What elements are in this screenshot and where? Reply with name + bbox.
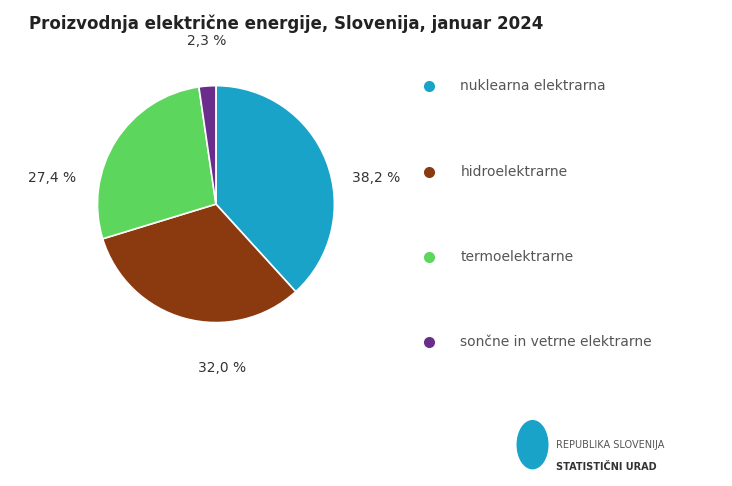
Text: 32,0 %: 32,0 % (198, 361, 246, 375)
Text: 38,2 %: 38,2 % (352, 171, 400, 185)
Wedge shape (102, 204, 296, 323)
Wedge shape (97, 87, 216, 239)
Text: termoelektrarne: termoelektrarne (460, 250, 573, 264)
Text: 27,4 %: 27,4 % (29, 171, 77, 185)
Text: STATISTIČNI URAD: STATISTIČNI URAD (556, 462, 657, 471)
Circle shape (518, 421, 548, 469)
Text: Proizvodnja električne energije, Slovenija, januar 2024: Proizvodnja električne energije, Sloveni… (29, 15, 544, 33)
Text: sončne in vetrne elektrarne: sončne in vetrne elektrarne (460, 335, 652, 349)
Wedge shape (216, 86, 335, 292)
Text: nuklearna elektrarna: nuklearna elektrarna (460, 79, 606, 93)
Text: 2,3 %: 2,3 % (187, 34, 226, 48)
Text: hidroelektrarne: hidroelektrarne (460, 165, 567, 178)
Text: REPUBLIKA SLOVENIJA: REPUBLIKA SLOVENIJA (556, 440, 665, 450)
Wedge shape (199, 86, 216, 204)
